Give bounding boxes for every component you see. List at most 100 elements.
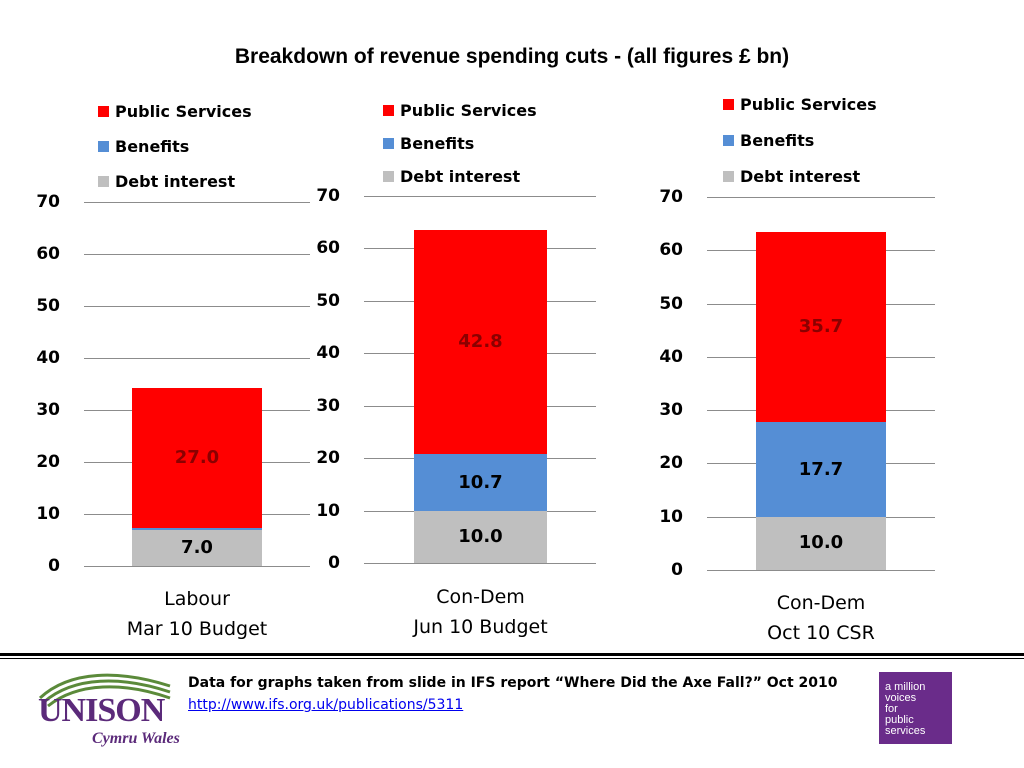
data-label: 27.0 <box>174 446 220 468</box>
source-link[interactable]: http://www.ifs.org.uk/publications/5311 <box>188 697 464 713</box>
gridline <box>707 197 935 198</box>
y-tick-label: 10 <box>316 501 340 521</box>
y-tick-label: 10 <box>659 507 683 527</box>
unison-wordmark: UNISON <box>38 692 165 729</box>
unison-subtitle: Cymru Wales <box>92 730 180 747</box>
category-label-line: Jun 10 Budget <box>413 616 548 638</box>
unison-wave-icon <box>38 673 171 708</box>
legend-swatch <box>723 171 734 182</box>
bar-segment <box>756 232 886 423</box>
bar-segment <box>414 454 547 511</box>
legend-item: Public Services <box>723 95 877 114</box>
legend-swatch <box>723 99 734 110</box>
legend-item: Benefits <box>98 137 189 156</box>
y-tick-label: 20 <box>316 448 340 468</box>
legend-label: Public Services <box>115 102 252 121</box>
legend-item: Debt interest <box>383 167 520 186</box>
legend-label: Benefits <box>115 137 190 156</box>
y-tick-label: 40 <box>659 347 683 367</box>
data-label: 42.8 <box>458 331 503 353</box>
category-label: Con-Dem Oct 10 CSR <box>716 588 926 648</box>
y-tick-label: 50 <box>316 291 340 311</box>
million-voices-line: public <box>885 714 914 726</box>
data-label: 10.0 <box>458 525 503 547</box>
bar-segment <box>414 230 547 455</box>
data-label: 35.7 <box>798 316 844 338</box>
gridline <box>364 563 596 564</box>
gridline <box>84 202 310 203</box>
million-voices-logo: a million voices for public services <box>879 672 952 744</box>
legend-label: Benefits <box>400 134 475 153</box>
y-tick-label: 50 <box>659 294 683 314</box>
legend-item: Debt interest <box>723 167 860 186</box>
bar-segment <box>756 516 886 570</box>
gridline <box>707 570 935 571</box>
gridline <box>84 358 310 359</box>
data-label: 7.0 <box>181 536 213 558</box>
y-tick-label: 70 <box>659 187 683 207</box>
legend-item: Public Services <box>383 101 537 120</box>
legend-swatch <box>98 176 109 187</box>
chart-title: Breakdown of revenue spending cuts - (al… <box>234 45 790 68</box>
y-tick-label: 60 <box>316 238 340 258</box>
data-label: 10.0 <box>798 532 844 554</box>
unison-logo: UNISON Cymru Wales <box>30 668 190 758</box>
category-label-line: Con-Dem <box>776 592 866 614</box>
y-tick-label: 0 <box>48 556 60 576</box>
bar-segment <box>132 528 262 530</box>
gridline <box>84 306 310 307</box>
legend-item: Debt interest <box>98 172 235 191</box>
footer-divider-thin <box>0 658 1024 659</box>
data-label: 10.7 <box>458 471 503 493</box>
legend-item: Benefits <box>723 131 814 150</box>
y-tick-label: 10 <box>36 504 60 524</box>
legend-swatch <box>98 106 109 117</box>
y-tick-label: 60 <box>659 240 683 260</box>
million-voices-line: voices <box>885 692 917 704</box>
data-label: 17.7 <box>798 458 844 480</box>
million-voices-line: services <box>885 725 926 737</box>
category-label: Labour Mar 10 Budget <box>92 584 302 644</box>
y-tick-label: 70 <box>36 192 60 212</box>
legend-label: Public Services <box>400 101 537 120</box>
y-tick-label: 30 <box>316 396 340 416</box>
gridline <box>84 254 310 255</box>
legend-swatch <box>383 138 394 149</box>
y-tick-label: 30 <box>659 400 683 420</box>
legend-swatch <box>723 135 734 146</box>
y-tick-label: 30 <box>36 400 60 420</box>
legend-label: Public Services <box>740 95 877 114</box>
bar-segment <box>132 387 262 529</box>
y-tick-label: 20 <box>36 452 60 472</box>
million-voices-line: a million <box>885 681 926 693</box>
legend-label: Debt interest <box>740 167 861 186</box>
category-label: Con-Dem Jun 10 Budget <box>374 582 587 642</box>
gridline <box>364 196 596 197</box>
y-tick-label: 40 <box>316 343 340 363</box>
y-tick-label: 60 <box>36 244 60 264</box>
gridline <box>84 566 310 567</box>
million-voices-line: for <box>885 703 898 715</box>
legend-item: Benefits <box>383 134 474 153</box>
bar-segment <box>132 529 262 566</box>
million-voices-text: a million voices for public services <box>885 682 925 737</box>
legend-swatch <box>383 105 394 116</box>
category-label-line: Mar 10 Budget <box>126 618 268 640</box>
legend-item: Public Services <box>98 102 252 121</box>
bar-segment <box>414 510 547 563</box>
y-tick-label: 0 <box>328 553 340 573</box>
legend-label: Debt interest <box>115 172 236 191</box>
legend-swatch <box>383 171 394 182</box>
y-tick-label: 40 <box>36 348 60 368</box>
source-note: Data for graphs taken from slide in IFS … <box>188 675 838 691</box>
legend-swatch <box>98 141 109 152</box>
legend-label: Benefits <box>740 131 815 150</box>
category-label-line: Oct 10 CSR <box>767 622 875 644</box>
y-tick-label: 0 <box>671 560 683 580</box>
bar-segment <box>756 422 886 517</box>
footer-divider <box>0 653 1024 656</box>
y-tick-label: 70 <box>316 186 340 206</box>
legend-label: Debt interest <box>400 167 521 186</box>
category-label-line: Labour <box>164 588 230 610</box>
category-label-line: Con-Dem <box>436 586 525 608</box>
